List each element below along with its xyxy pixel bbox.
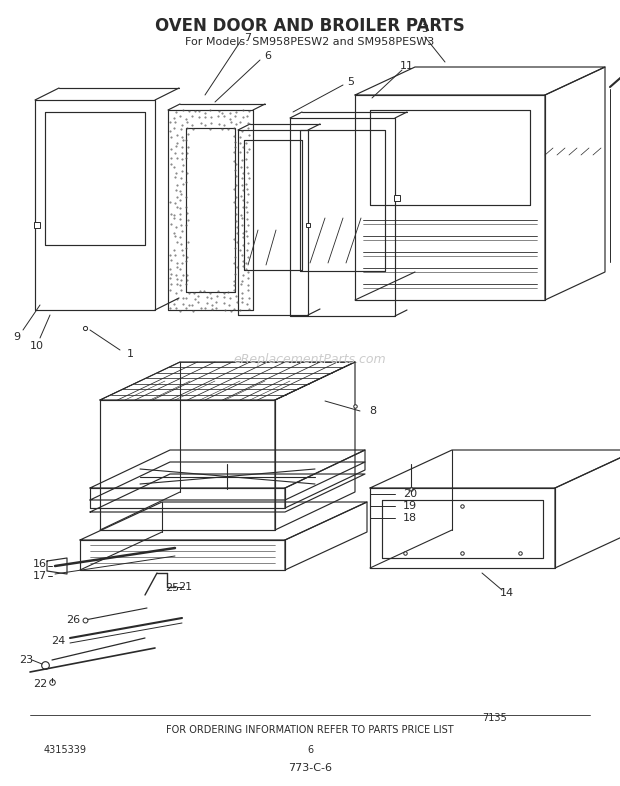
- Text: 4315339: 4315339: [43, 745, 87, 755]
- Text: 8: 8: [370, 406, 376, 416]
- Text: 6: 6: [265, 51, 272, 61]
- Text: 20: 20: [403, 489, 417, 499]
- Text: 773-C-6: 773-C-6: [288, 763, 332, 773]
- Text: OVEN DOOR AND BROILER PARTS: OVEN DOOR AND BROILER PARTS: [155, 17, 465, 35]
- Text: 21: 21: [178, 582, 192, 592]
- Text: 17: 17: [33, 571, 47, 581]
- Text: 22: 22: [33, 679, 47, 689]
- Text: FOR ORDERING INFORMATION REFER TO PARTS PRICE LIST: FOR ORDERING INFORMATION REFER TO PARTS …: [166, 725, 454, 735]
- Text: For Models: SM958PESW2 and SM958PESW3: For Models: SM958PESW2 and SM958PESW3: [185, 37, 435, 47]
- Text: 25: 25: [165, 583, 179, 593]
- Text: 1: 1: [126, 349, 133, 359]
- Text: 26: 26: [66, 615, 80, 625]
- Text: 24: 24: [51, 636, 65, 646]
- Text: 18: 18: [403, 513, 417, 523]
- Text: 7: 7: [244, 33, 252, 43]
- Text: 9: 9: [14, 332, 20, 342]
- Text: eReplacementParts.com: eReplacementParts.com: [234, 354, 386, 366]
- Text: 5: 5: [347, 77, 355, 87]
- Text: 10: 10: [30, 341, 44, 351]
- Text: 3: 3: [422, 24, 428, 34]
- Text: 19: 19: [403, 501, 417, 511]
- Text: 16: 16: [33, 559, 47, 569]
- Text: 7135: 7135: [482, 713, 507, 723]
- Text: 11: 11: [400, 61, 414, 71]
- Text: 14: 14: [500, 588, 514, 598]
- Text: 23: 23: [19, 655, 33, 665]
- Text: 6: 6: [307, 745, 313, 755]
